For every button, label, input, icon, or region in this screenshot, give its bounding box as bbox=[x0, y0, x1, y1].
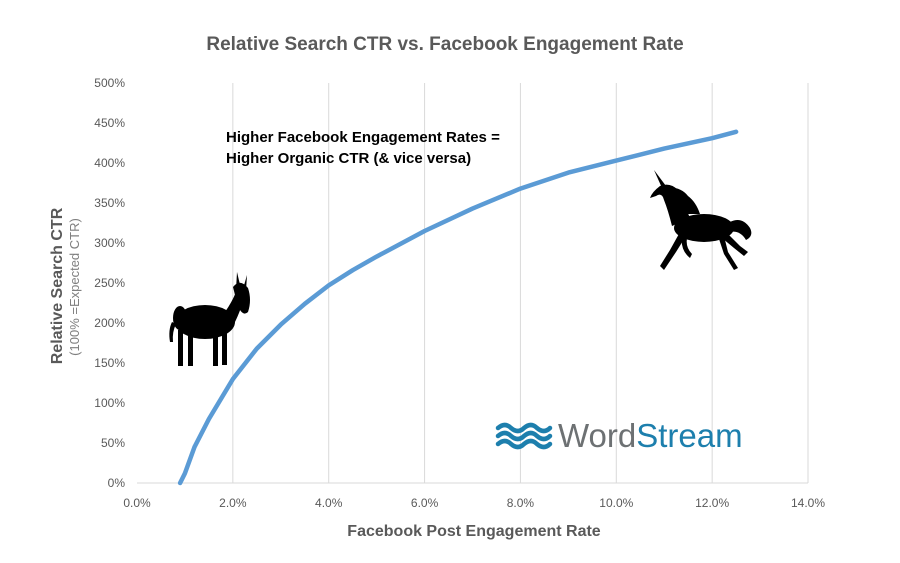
x-tick-label: 0.0% bbox=[123, 496, 151, 510]
annotation-line-2: Higher Organic CTR (& vice versa) bbox=[226, 150, 471, 167]
unicorn-silhouette bbox=[650, 170, 752, 270]
x-axis-title: Facebook Post Engagement Rate bbox=[347, 523, 600, 540]
x-tick-label: 8.0% bbox=[507, 496, 535, 510]
y-tick-label: 0% bbox=[108, 476, 126, 490]
y-tick-label: 350% bbox=[94, 196, 125, 210]
y-tick-label: 150% bbox=[94, 356, 125, 370]
y-tick-label: 50% bbox=[101, 436, 125, 450]
x-tick-label: 6.0% bbox=[411, 496, 439, 510]
y-tick-label: 200% bbox=[94, 316, 125, 330]
y-axis-title: Relative Search CTR bbox=[49, 207, 66, 364]
x-tick-label: 2.0% bbox=[219, 496, 247, 510]
wordstream-logo: WordStream bbox=[495, 417, 743, 454]
wave-icon bbox=[495, 422, 553, 450]
series-layer bbox=[177, 129, 739, 486]
y-tick-label: 100% bbox=[94, 396, 125, 410]
x-tick-label: 12.0% bbox=[695, 496, 729, 510]
y-axis-subtitle: (100% =Expected CTR) bbox=[67, 218, 82, 356]
y-tick-label: 400% bbox=[94, 156, 125, 170]
annotation-line-1: Higher Facebook Engagement Rates = bbox=[226, 129, 500, 146]
y-tick-label: 300% bbox=[94, 236, 125, 250]
series-line-1 bbox=[177, 129, 739, 486]
x-tick-label: 4.0% bbox=[315, 496, 343, 510]
y-tick-label: 450% bbox=[94, 116, 125, 130]
y-tick-label: 500% bbox=[94, 76, 125, 90]
x-axis-ticks: 0.0% 2.0% 4.0% 6.0% 8.0% 10.0% 12.0% 14.0% bbox=[123, 496, 825, 510]
logo-wordmark: WordStream bbox=[558, 417, 743, 454]
grid bbox=[137, 83, 809, 484]
x-tick-label: 10.0% bbox=[599, 496, 633, 510]
chart-title: Relative Search CTR vs. Facebook Engagem… bbox=[206, 34, 683, 55]
y-axis-ticks: 0% 50% 100% 150% 200% 250% 300% 350% 400% 450% 500… bbox=[94, 76, 125, 490]
donkey-silhouette bbox=[169, 272, 250, 366]
x-tick-label: 14.0% bbox=[791, 496, 825, 510]
y-tick-label: 250% bbox=[94, 276, 125, 290]
